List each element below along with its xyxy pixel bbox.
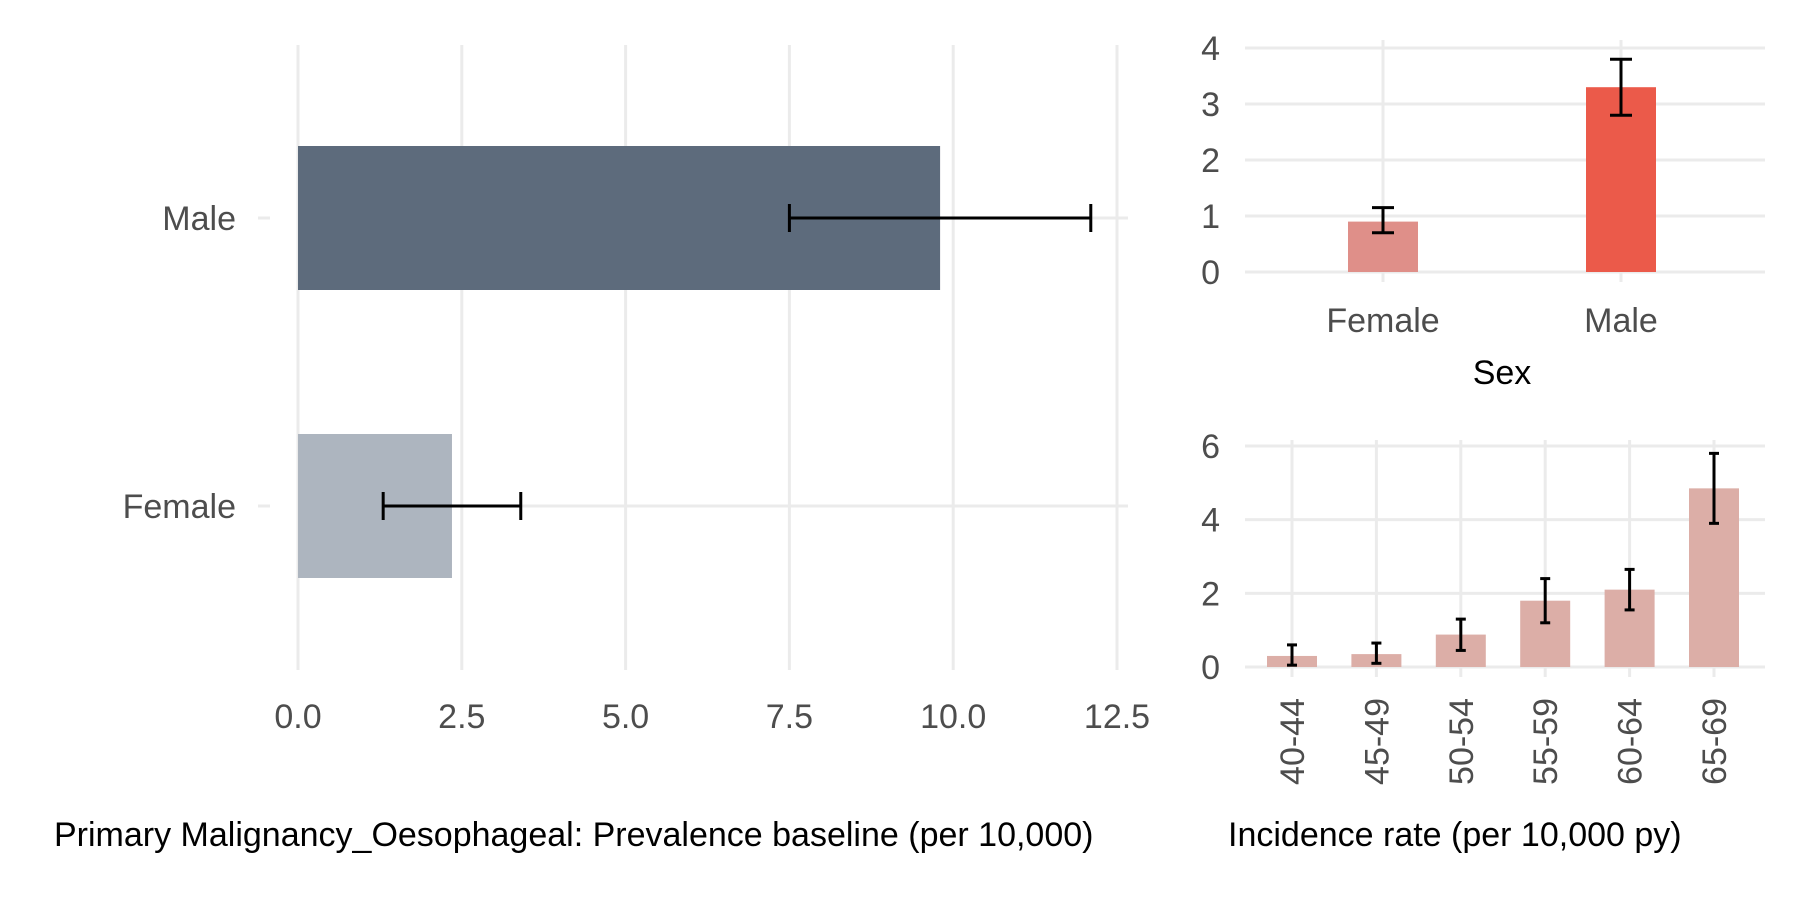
x-tick-label: 7.5 <box>766 698 813 736</box>
y-tick-label-female: Female <box>123 488 236 526</box>
x-tick-label-male: Male <box>1584 302 1658 340</box>
x-tick-label-60-64: 60-64 <box>1612 698 1650 785</box>
y-tick-label: 4 <box>1201 30 1220 68</box>
y-tick-label: 6 <box>1201 428 1220 466</box>
x-tick-label: 10.0 <box>920 698 986 736</box>
x-tick-label: 0.0 <box>274 698 321 736</box>
y-tick-label: 0 <box>1201 254 1220 292</box>
x-tick-label-65-69: 65-69 <box>1696 698 1734 785</box>
y-tick-label: 3 <box>1201 86 1220 124</box>
y-tick-label: 0 <box>1201 649 1220 687</box>
age-incidence-x-axis-title: Incidence rate (per 10,000 py) <box>1228 816 1682 854</box>
y-tick-label: 4 <box>1201 502 1220 540</box>
x-tick-label-female: Female <box>1326 302 1439 340</box>
x-tick-label-50-54: 50-54 <box>1443 698 1481 785</box>
y-tick-label: 1 <box>1201 198 1220 236</box>
y-tick-label: 2 <box>1201 142 1220 180</box>
prevalence-x-axis-title: Primary Malignancy_Oesophageal: Prevalen… <box>54 816 1093 854</box>
y-tick-label: 2 <box>1201 575 1220 613</box>
bar-male <box>1586 87 1656 272</box>
x-tick-label-55-59: 55-59 <box>1527 698 1565 785</box>
sex-x-axis-title: Sex <box>1473 354 1532 392</box>
sex-incidence-panel: Female Male 0 1 2 3 4 Sex <box>1201 30 1765 392</box>
age-incidence-panel: 40-44 45-49 50-54 55-59 60-64 65-69 0 2 4 6 <box>1201 428 1765 785</box>
prevalence-panel: Male Female 0.0 2.5 5.0 7.5 10.0 12.5 <box>123 45 1150 736</box>
x-tick-label-45-49: 45-49 <box>1358 698 1396 785</box>
x-tick-label-40-44: 40-44 <box>1274 698 1312 785</box>
x-tick-label: 12.5 <box>1084 698 1150 736</box>
y-tick-label-male: Male <box>162 200 236 238</box>
x-tick-label: 5.0 <box>602 698 649 736</box>
x-tick-label: 2.5 <box>438 698 485 736</box>
